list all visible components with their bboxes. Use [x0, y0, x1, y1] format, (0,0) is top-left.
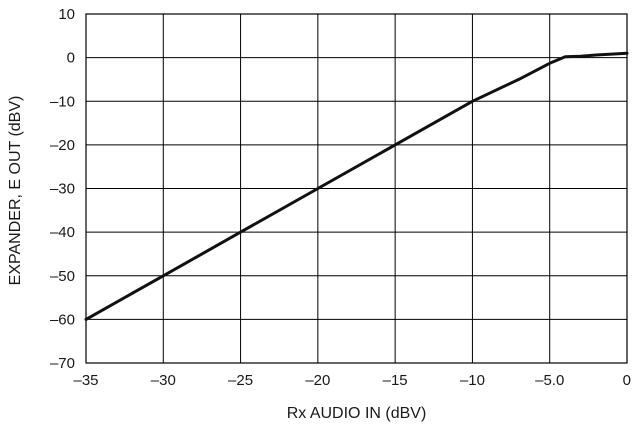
x-tick-label: 0: [623, 372, 631, 389]
x-tick-label: –35: [73, 372, 98, 389]
y-tick-label: –30: [50, 181, 75, 198]
y-tick-label: –70: [50, 355, 75, 372]
plot-frame: [85, 13, 628, 364]
y-tick-label: 10: [58, 6, 75, 23]
x-tick-label: –15: [383, 372, 408, 389]
y-tick-label: –60: [50, 311, 75, 328]
x-axis-title: Rx AUDIO IN (dBV): [287, 405, 427, 422]
y-tick-label: –10: [50, 93, 75, 110]
x-tick-label: –30: [151, 372, 176, 389]
y-tick-label: 0: [67, 50, 75, 67]
series-line: [84, 51, 629, 321]
y-tick-label: –50: [50, 268, 75, 285]
x-tick-label: –20: [305, 372, 330, 389]
x-tick-labels: –35 –30 –25 –20 –15 –10 –5.0 0: [73, 372, 631, 389]
y-tick-label: –40: [50, 224, 75, 241]
series-group: [84, 51, 629, 321]
y-tick-label: –20: [50, 137, 75, 154]
x-tick-label: –10: [460, 372, 485, 389]
y-axis-title: EXPANDER, E OUT (dBV): [7, 96, 24, 286]
x-tick-label: –5.0: [535, 372, 564, 389]
y-tick-labels: 10 0 –10 –20 –30 –40 –50 –60 –70: [50, 6, 75, 372]
x-tick-label: –25: [228, 372, 253, 389]
